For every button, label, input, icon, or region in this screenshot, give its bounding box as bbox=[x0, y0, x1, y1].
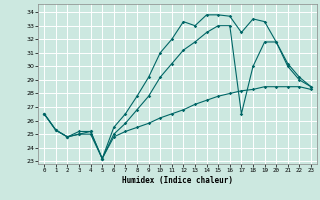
X-axis label: Humidex (Indice chaleur): Humidex (Indice chaleur) bbox=[122, 176, 233, 185]
